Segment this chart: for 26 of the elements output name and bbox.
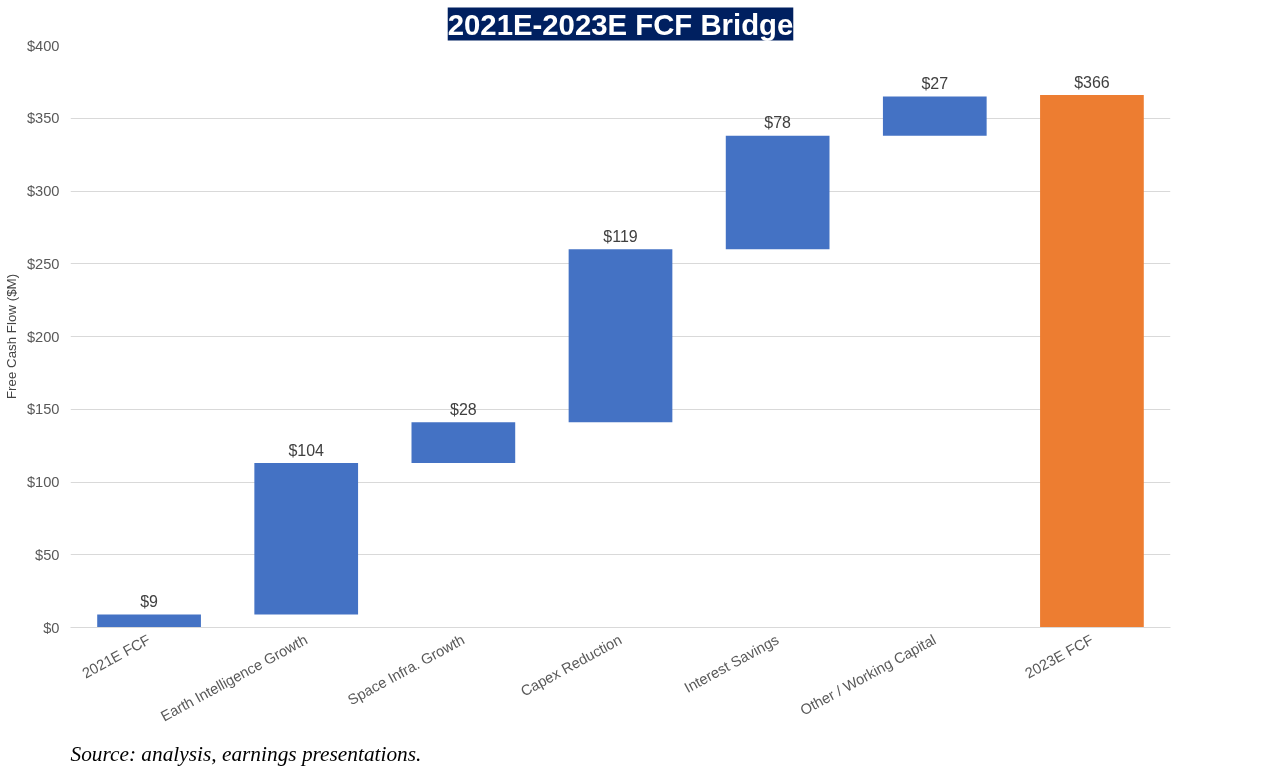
y-axis-title: Free Cash Flow ($M) [3,273,19,400]
bar [568,249,673,423]
chart-title: 2021E-2023E FCF Bridge [447,7,794,41]
bar [1040,94,1144,628]
y-tick-label: $150 [26,401,60,418]
data-label: $9 [140,593,159,611]
y-tick-label: $100 [26,474,60,490]
data-label: $104 [288,441,325,459]
bar [882,96,987,136]
y-tick-label: $300 [26,183,60,199]
y-tick-label: $50 [35,546,60,563]
y-tick-label: $400 [26,37,60,54]
y-tick-label: $0 [43,619,60,636]
bar [254,463,359,615]
y-tick-label: $250 [26,255,60,272]
source-note: Source: analysis, earnings presentations. [70,741,422,766]
bar [411,422,516,464]
data-label: $78 [764,114,792,132]
y-tick-label: $200 [26,328,60,345]
data-label: $27 [921,75,949,93]
data-label: $119 [603,227,638,245]
data-label: $366 [1074,73,1110,91]
bar [97,614,201,628]
bar [725,135,830,250]
y-tick-label: $350 [26,110,60,127]
data-label: $28 [450,400,477,418]
